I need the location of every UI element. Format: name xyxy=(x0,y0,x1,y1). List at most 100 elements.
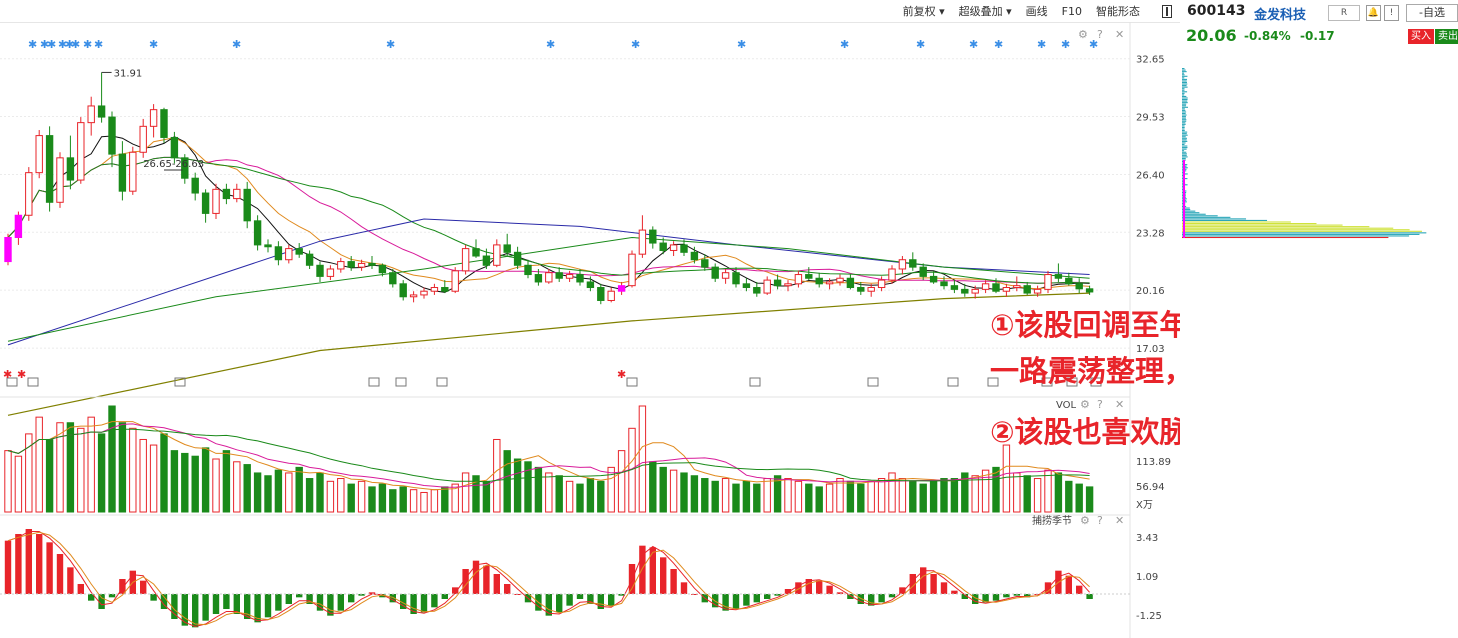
candle xyxy=(67,158,73,180)
volume-bar xyxy=(265,476,271,512)
osc-bar xyxy=(5,541,11,594)
close-icon[interactable]: ✕ xyxy=(1115,514,1124,527)
candle xyxy=(920,267,926,276)
osc-bar xyxy=(150,594,156,601)
toolbar-item[interactable]: 超级叠加 ▾ xyxy=(959,3,1012,19)
volume-bar xyxy=(369,487,375,512)
osc-tick: -1.25 xyxy=(1136,611,1162,622)
help-icon[interactable]: ? xyxy=(1097,514,1103,527)
candle xyxy=(494,245,500,265)
candle xyxy=(1086,289,1092,292)
chip-bar xyxy=(1182,229,1410,230)
chip-bar xyxy=(1182,111,1186,112)
chip-bar xyxy=(1182,82,1187,83)
toolbar-item[interactable]: 画线 xyxy=(1026,3,1048,19)
candle xyxy=(910,260,916,267)
buy-button[interactable]: 买入 xyxy=(1408,29,1434,44)
volume-bar xyxy=(722,479,728,512)
candle xyxy=(785,284,791,286)
candle xyxy=(171,137,177,157)
volume-bar xyxy=(140,439,146,512)
self-select-button[interactable]: -自选 xyxy=(1406,4,1458,22)
osc-bar xyxy=(78,584,84,594)
volume-bar xyxy=(400,487,406,512)
chip-bar xyxy=(1182,214,1206,215)
volume-bar xyxy=(431,490,437,512)
quote-header: 600143 金发科技 R 🔔 ! -自选 xyxy=(1186,3,1458,21)
candle xyxy=(889,269,895,280)
chip-bar xyxy=(1182,158,1186,159)
candle xyxy=(577,275,583,282)
stock-name[interactable]: 金发科技 xyxy=(1254,4,1306,23)
signal-star-icon: ✱ xyxy=(916,38,925,51)
toolbar-item[interactable]: F10 xyxy=(1062,5,1082,18)
candle xyxy=(57,158,63,202)
help-icon[interactable]: ? xyxy=(1097,398,1103,411)
candle xyxy=(826,282,832,284)
close-icon[interactable]: ✕ xyxy=(1115,28,1124,41)
signal-star-icon: ✱ xyxy=(47,38,56,51)
volume-bar xyxy=(941,479,947,512)
candle xyxy=(899,260,905,269)
volume-bar xyxy=(754,484,760,512)
candle xyxy=(837,278,843,282)
signal-star-icon: ✱ xyxy=(232,38,241,51)
kline-chart[interactable]: 32.65 29.53 26.40 23.28 20.16 17.03 31.91 26.65… xyxy=(0,22,1180,638)
volume-bar xyxy=(390,490,396,512)
price-tick: 29.53 xyxy=(1136,113,1165,124)
toolbar-item[interactable]: 前复权 ▾ xyxy=(903,3,945,19)
volume-bar xyxy=(650,462,656,512)
osc-bar xyxy=(993,594,999,601)
gear-icon[interactable]: ⚙ xyxy=(1080,514,1090,527)
sell-button[interactable]: 卖出 xyxy=(1435,29,1458,44)
gear-icon[interactable]: ⚙ xyxy=(1078,28,1088,41)
chip-bar xyxy=(1182,133,1187,134)
event-icon xyxy=(437,378,447,386)
osc-bar xyxy=(1086,594,1092,599)
chip-bar xyxy=(1182,77,1184,78)
candle xyxy=(296,249,302,255)
candle xyxy=(275,247,281,260)
panel-toggle-icon[interactable] xyxy=(1162,5,1172,18)
volume-bar xyxy=(858,484,864,512)
volume-bar xyxy=(254,473,260,512)
chip-bar xyxy=(1182,124,1186,125)
chip-bar xyxy=(1182,217,1230,218)
candle xyxy=(254,221,260,245)
chip-bar xyxy=(1182,215,1218,216)
help-icon[interactable]: ? xyxy=(1097,28,1103,41)
volume-bar xyxy=(244,465,250,512)
chip-bar xyxy=(1182,68,1184,69)
event-icon xyxy=(28,378,38,386)
r-button[interactable]: R xyxy=(1328,5,1360,21)
osc-bar xyxy=(202,594,208,621)
volume-bar xyxy=(712,481,718,512)
chip-bar xyxy=(1182,152,1186,153)
candle xyxy=(265,245,271,247)
toolbar-item[interactable]: 智能形态 xyxy=(1096,3,1140,19)
chip-bar xyxy=(1182,115,1187,116)
osc-bar xyxy=(15,534,21,594)
osc-bar xyxy=(566,594,572,606)
candle xyxy=(46,136,52,203)
osc-bar xyxy=(57,554,63,594)
info-icon[interactable]: ! xyxy=(1384,5,1399,21)
candle xyxy=(598,288,604,301)
chip-bar xyxy=(1182,221,1291,222)
osc-tick: 3.43 xyxy=(1136,533,1158,544)
candle xyxy=(1034,289,1040,293)
volume-bar xyxy=(868,481,874,512)
gear-icon[interactable]: ⚙ xyxy=(1080,398,1090,411)
bell-icon[interactable]: 🔔 xyxy=(1366,5,1381,21)
candle xyxy=(546,273,552,282)
candle xyxy=(650,230,656,243)
chip-bar xyxy=(1182,138,1187,139)
volume-bar xyxy=(182,453,188,512)
close-icon[interactable]: ✕ xyxy=(1115,398,1124,411)
volume-bar xyxy=(171,451,177,512)
volume-bar xyxy=(566,481,572,512)
chip-bar xyxy=(1182,141,1187,142)
candle xyxy=(993,284,999,291)
candle xyxy=(681,245,687,252)
volume-bar xyxy=(161,434,167,512)
